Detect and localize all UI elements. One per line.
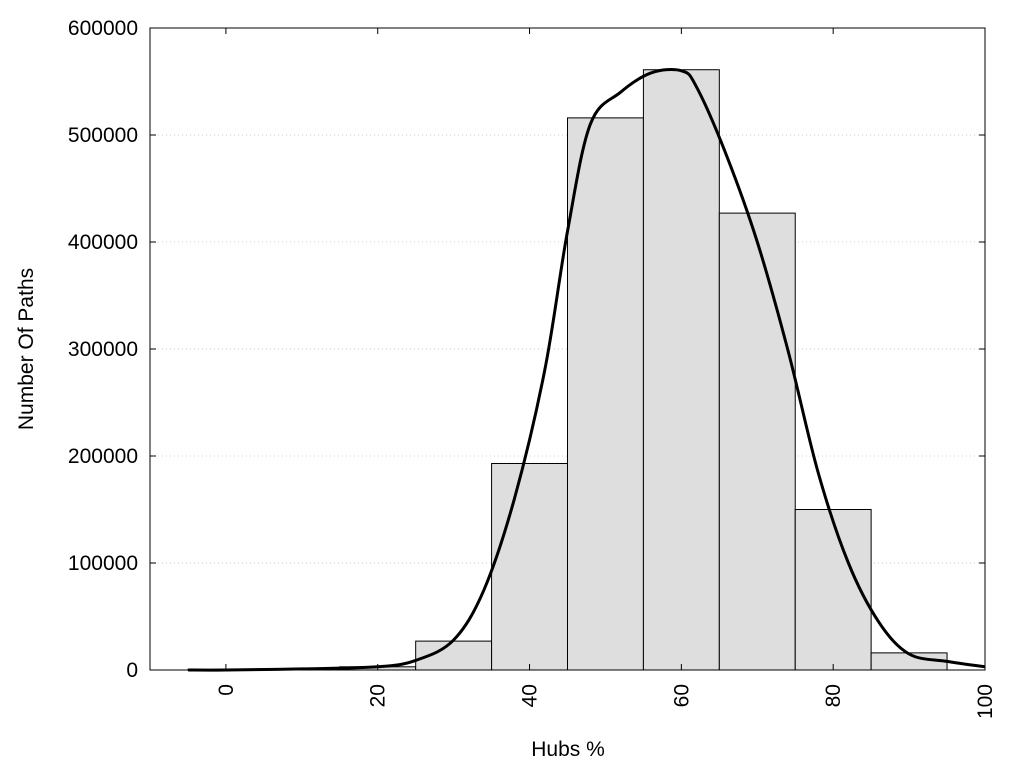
y-axis-label: Number Of Paths (15, 268, 38, 430)
density-curve (187, 68, 986, 672)
y-tick-label: 400000 (68, 231, 138, 254)
x-tick-label: 100 (974, 684, 997, 719)
x-tick-label: 40 (519, 684, 542, 707)
histogram-bar (567, 117, 644, 671)
x-axis-label: Hubs % (531, 738, 605, 761)
x-tick-label: 0 (215, 684, 238, 696)
y-tick-label: 300000 (68, 338, 138, 361)
y-tick-label: 600000 (68, 17, 138, 40)
y-tick-label: 500000 (68, 124, 138, 147)
histogram-bar (491, 462, 568, 671)
histogram-bars (187, 69, 948, 671)
x-tick-label: 20 (367, 684, 390, 707)
x-axis-ticks: 0 20 40 60 80 100 (215, 28, 997, 719)
x-tick-label: 60 (670, 684, 693, 707)
histogram-bar (642, 69, 720, 671)
y-tick-label: 0 (126, 659, 138, 682)
y-axis-ticks: 0 100000 200000 300000 400000 500000 600000 (68, 17, 985, 682)
histogram-bar (718, 212, 796, 671)
density-curve-group (187, 68, 986, 672)
x-tick-label: 80 (822, 684, 845, 707)
y-tick-label: 200000 (68, 445, 138, 468)
y-tick-label: 100000 (68, 552, 138, 575)
